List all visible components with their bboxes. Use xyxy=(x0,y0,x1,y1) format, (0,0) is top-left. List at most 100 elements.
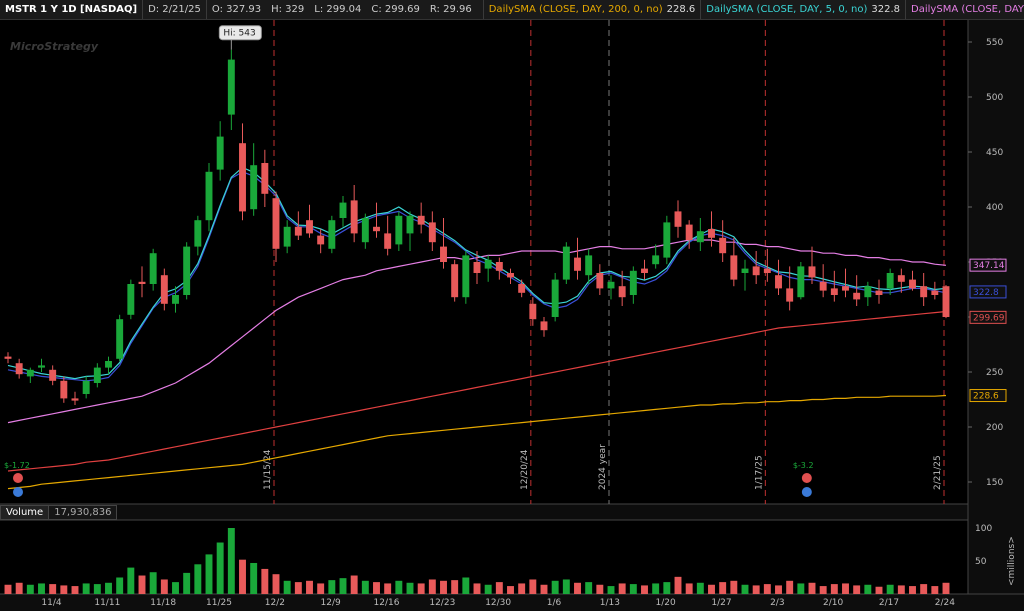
candle-body xyxy=(629,270,637,295)
candle-body xyxy=(149,253,157,284)
volume-bar xyxy=(719,582,727,594)
candle-body xyxy=(294,226,302,236)
dividend-right-info-icon[interactable] xyxy=(801,487,812,497)
candle-body xyxy=(160,275,168,304)
event-line-label: 12/20/24 xyxy=(520,449,530,490)
price-badge: 299.69 xyxy=(969,310,1007,324)
volume-bar xyxy=(49,584,57,594)
price-badge-box xyxy=(969,285,1007,299)
time-tick-label: 12/23 xyxy=(429,598,455,608)
price-badge-text: 228.6 xyxy=(973,392,999,402)
volume-bar xyxy=(775,585,782,594)
volume-bar xyxy=(116,577,124,594)
study-sma5[interactable]: DailySMA (CLOSE, DAY, 5, 0, no) 322.8 xyxy=(701,0,907,19)
candle-body xyxy=(93,367,101,383)
volume-bar xyxy=(942,582,950,594)
candle-body xyxy=(518,284,526,293)
volume-bar xyxy=(562,579,570,594)
candle-body xyxy=(384,233,392,249)
candle-body xyxy=(875,290,883,295)
time-tick-label: 12/30 xyxy=(485,598,511,608)
candle-body xyxy=(317,235,325,245)
candle-body xyxy=(395,215,403,245)
event-line-label: 2024 year xyxy=(598,444,608,490)
dividend-left-text: $-1.72 xyxy=(4,461,30,470)
price-badge: 228.6 xyxy=(969,389,1007,403)
dividend-left-info-icon[interactable] xyxy=(13,487,23,497)
time-tick-label: 1/6 xyxy=(547,598,562,608)
dividend-left-event-icon[interactable] xyxy=(13,473,23,483)
candle-body xyxy=(730,255,738,280)
candle-body xyxy=(562,246,570,280)
candle-body xyxy=(596,273,604,289)
candle-body xyxy=(540,321,548,331)
volume-bar xyxy=(361,580,369,594)
price-chart[interactable]: MicroStrategy 11/15/24 12/20/24 2024 year 1… xyxy=(0,20,1024,611)
candle-body xyxy=(462,255,470,298)
ohlc-readout: O: 327.93 H: 329 L: 299.04 C: 299.69 R: … xyxy=(207,0,484,19)
study-sma50[interactable]: DailySMA (CLOSE, DAY, 50, 0, no) xyxy=(906,0,1024,19)
symbol-label[interactable]: MSTR 1 Y 1D [NASDAQ] xyxy=(0,0,144,19)
candle-body xyxy=(205,171,213,221)
candle-body xyxy=(272,198,280,249)
candle-body xyxy=(897,275,905,282)
volume-bar xyxy=(641,585,648,594)
study-sma200[interactable]: DailySMA (CLOSE, DAY, 200, 0, no) 228.6 xyxy=(484,0,702,19)
price-badge: 322.8 xyxy=(969,285,1007,299)
candle-body xyxy=(116,319,124,359)
candle-body xyxy=(909,279,916,289)
candle-body xyxy=(15,363,23,375)
volume-bar xyxy=(897,585,905,594)
candle-body xyxy=(495,262,503,271)
volume-bar xyxy=(484,584,492,594)
price-axis xyxy=(968,20,1024,594)
volume-bar xyxy=(763,584,771,594)
volume-layer xyxy=(4,528,950,594)
volume-bar xyxy=(317,583,325,594)
volume-bar xyxy=(853,585,861,594)
volume-bar xyxy=(596,584,604,594)
volume-bar xyxy=(71,586,79,594)
volume-unit-label: <millions> xyxy=(1007,536,1017,586)
candle-body xyxy=(138,281,146,284)
candle-body xyxy=(763,268,771,273)
candle-body xyxy=(417,215,425,225)
time-tick-label: 1/13 xyxy=(600,598,620,608)
dividend-right-text: $-3.2 xyxy=(793,461,814,470)
volume-bar xyxy=(172,582,179,594)
candle-body xyxy=(551,279,559,317)
study-sma5-value: 322.8 xyxy=(871,4,901,15)
volume-bar xyxy=(607,586,615,594)
dividend-right-event-icon[interactable] xyxy=(801,473,812,483)
candle-body xyxy=(752,266,760,276)
candle-body xyxy=(641,268,648,273)
time-tick-label: 2/24 xyxy=(935,598,955,608)
candle-body xyxy=(451,264,459,298)
candle-body xyxy=(350,200,358,234)
candle-body xyxy=(373,226,380,232)
price-tick-label: 500 xyxy=(986,93,1003,103)
sma-red-line xyxy=(7,310,947,472)
candle-body xyxy=(741,268,749,273)
volume-bar xyxy=(864,584,872,594)
volume-bar xyxy=(205,554,213,594)
candle-body xyxy=(842,286,849,291)
candle-body xyxy=(797,266,805,298)
study-sma200-value: 228.6 xyxy=(666,4,696,15)
grid-layer: 11/15/24 12/20/24 2024 year 1/17/25 2/21/25 xyxy=(263,20,945,504)
price-tick-label: 250 xyxy=(986,368,1003,378)
brand-watermark: MicroStrategy xyxy=(10,40,99,53)
volume-bar xyxy=(350,575,358,594)
time-tick-label: 2/17 xyxy=(879,598,899,608)
candle-body xyxy=(38,365,45,368)
volume-bar xyxy=(730,580,738,594)
volume-bar xyxy=(708,584,715,594)
volume-bar xyxy=(127,567,135,594)
time-tick-label: 12/16 xyxy=(374,598,400,608)
volume-bar xyxy=(93,584,101,594)
volume-bar xyxy=(529,579,537,594)
volume-header: Volume 17,930,836 xyxy=(0,504,118,520)
candle-body xyxy=(82,380,90,394)
volume-bar xyxy=(696,582,704,594)
candle-body xyxy=(440,246,447,262)
